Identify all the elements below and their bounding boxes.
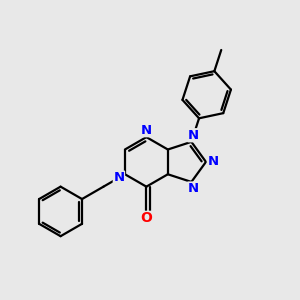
Text: O: O bbox=[140, 212, 152, 225]
Text: N: N bbox=[113, 171, 124, 184]
Text: N: N bbox=[188, 129, 199, 142]
Text: N: N bbox=[188, 182, 199, 195]
Text: N: N bbox=[141, 124, 152, 137]
Text: N: N bbox=[207, 155, 218, 168]
